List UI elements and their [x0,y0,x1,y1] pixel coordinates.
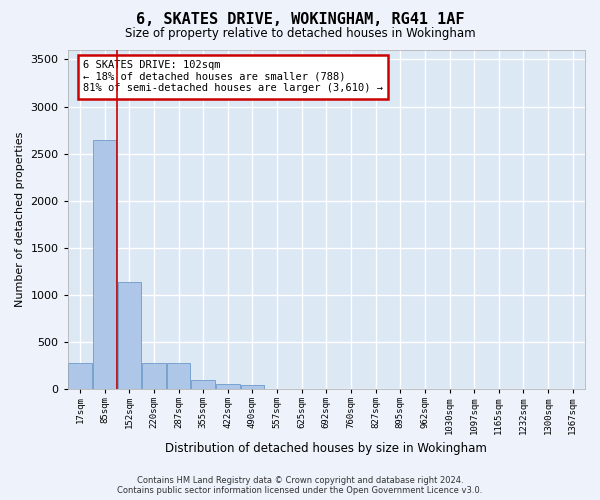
Bar [118,282,141,389]
X-axis label: Distribution of detached houses by size in Wokingham: Distribution of detached houses by size … [166,442,487,455]
Bar [68,363,92,389]
Text: Contains HM Land Registry data © Crown copyright and database right 2024.
Contai: Contains HM Land Registry data © Crown c… [118,476,482,495]
Bar [142,362,166,389]
Bar [167,362,190,389]
Bar [241,386,264,389]
Bar [93,140,116,389]
Text: 6, SKATES DRIVE, WOKINGHAM, RG41 1AF: 6, SKATES DRIVE, WOKINGHAM, RG41 1AF [136,12,464,28]
Text: Size of property relative to detached houses in Wokingham: Size of property relative to detached ho… [125,28,475,40]
Text: 6 SKATES DRIVE: 102sqm
← 18% of detached houses are smaller (788)
81% of semi-de: 6 SKATES DRIVE: 102sqm ← 18% of detached… [83,60,383,94]
Bar [191,380,215,389]
Bar [216,384,239,389]
Y-axis label: Number of detached properties: Number of detached properties [15,132,25,307]
